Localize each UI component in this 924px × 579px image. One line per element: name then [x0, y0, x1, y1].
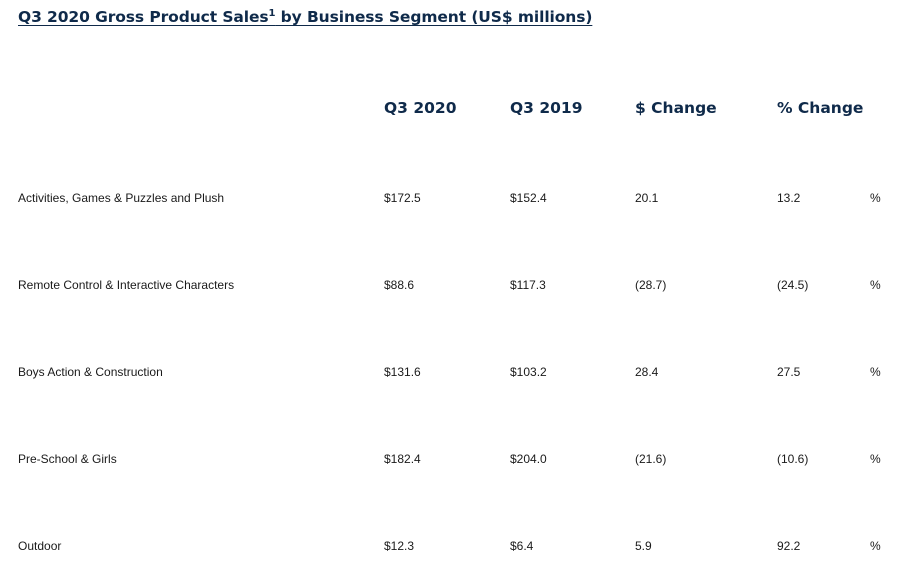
dollar-change-value: 20.1	[635, 191, 659, 205]
segment-name: Activities, Games & Puzzles and Plush	[18, 191, 225, 205]
q3-2020-value: $12.3	[384, 539, 415, 553]
header-dollar-change: $ Change	[635, 99, 717, 117]
percent-change-value: 27.5	[777, 365, 801, 379]
q3-2020-value: $88.6	[384, 278, 415, 292]
percent-change-value: 13.2	[777, 191, 801, 205]
table-title: Q3 2020 Gross Product Sales1 by Business…	[18, 8, 592, 26]
percent-sign: %	[870, 191, 881, 205]
segment-name: Boys Action & Construction	[18, 365, 163, 379]
header-percent-change: % Change	[777, 99, 864, 117]
q3-2019-value: $152.4	[510, 191, 547, 205]
percent-sign: %	[870, 539, 881, 553]
title-suffix: by Business Segment (US$ millions)	[275, 8, 593, 26]
segment-name: Pre-School & Girls	[18, 452, 117, 466]
segment-name: Outdoor	[18, 539, 62, 553]
title-footnote: 1	[268, 8, 276, 19]
q3-2020-value: $131.6	[384, 365, 421, 379]
percent-sign: %	[870, 452, 881, 466]
header-q3-2019: Q3 2019	[510, 99, 583, 117]
percent-change-value: (24.5)	[777, 278, 809, 292]
percent-sign: %	[870, 365, 881, 379]
q3-2020-value: $182.4	[384, 452, 421, 466]
q3-2019-value: $117.3	[510, 278, 546, 292]
q3-2020-value: $172.5	[384, 191, 421, 205]
percent-sign: %	[870, 278, 881, 292]
segment-name: Remote Control & Interactive Characters	[18, 278, 235, 292]
dollar-change-value: 28.4	[635, 365, 659, 379]
dollar-change-value: 5.9	[635, 539, 652, 553]
title-text: Q3 2020 Gross Product Sales	[18, 8, 269, 26]
q3-2019-value: $6.4	[510, 539, 534, 553]
percent-change-value: 92.2	[777, 539, 801, 553]
q3-2019-value: $103.2	[510, 365, 547, 379]
q3-2019-value: $204.0	[510, 452, 547, 466]
dollar-change-value: (28.7)	[635, 278, 667, 292]
dollar-change-value: (21.6)	[635, 452, 667, 466]
percent-change-value: (10.6)	[777, 452, 809, 466]
header-q3-2020: Q3 2020	[384, 99, 457, 117]
